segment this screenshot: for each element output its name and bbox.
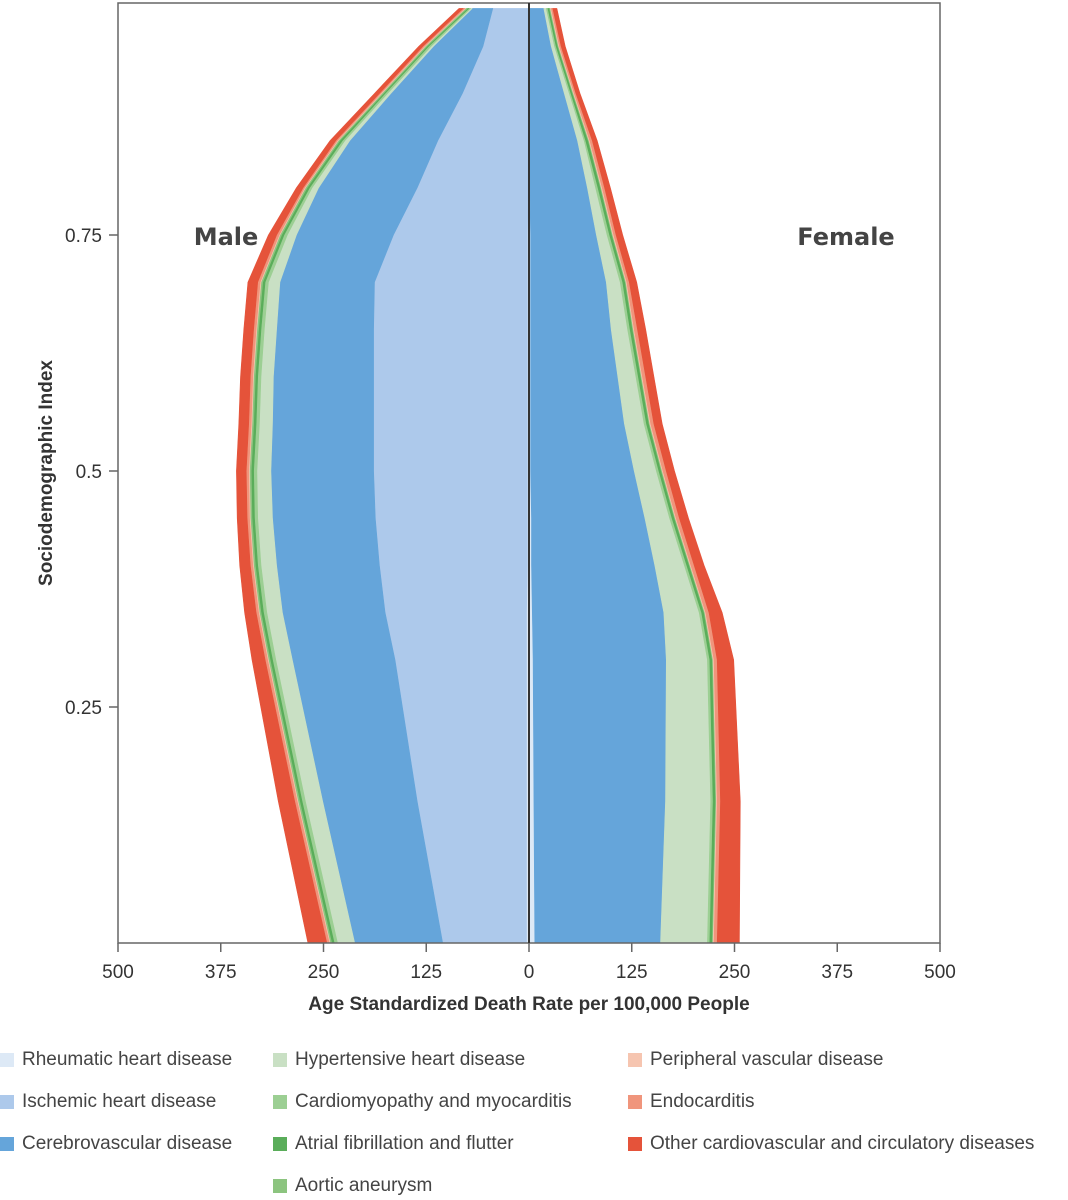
legend-swatch	[0, 1137, 14, 1151]
legend-swatch	[273, 1095, 287, 1109]
x-tick-label: 375	[205, 962, 237, 983]
legend-swatch	[628, 1095, 642, 1109]
legend-item: Rheumatic heart disease	[0, 1046, 232, 1074]
area-male-other-cardiovascular-and-circulatory-diseases	[236, 8, 464, 944]
panel-label-female: Female	[797, 223, 894, 251]
legend-label: Cardiomyopathy and myocarditis	[295, 1091, 572, 1112]
legend-swatch	[0, 1095, 14, 1109]
y-axis-title: Sociodemographic Index	[36, 360, 57, 586]
x-tick-label: 125	[410, 962, 442, 983]
legend-item: Cardiomyopathy and myocarditis	[273, 1088, 572, 1116]
legend-label: Atrial fibrillation and flutter	[295, 1133, 514, 1154]
legend-item: Atrial fibrillation and flutter	[273, 1130, 514, 1158]
x-tick-label: 250	[308, 962, 340, 983]
legend-item: Hypertensive heart disease	[273, 1046, 525, 1074]
legend-label: Ischemic heart disease	[22, 1091, 217, 1112]
x-axis-title: Age Standardized Death Rate per 100,000 …	[308, 994, 749, 1015]
legend-label: Endocarditis	[650, 1091, 755, 1112]
legend-label: Peripheral vascular disease	[650, 1049, 884, 1070]
x-tick-label: 375	[821, 962, 853, 983]
legend-swatch	[273, 1179, 287, 1193]
legend-item: Ischemic heart disease	[0, 1088, 216, 1116]
y-tick-label: 0.75	[65, 226, 102, 247]
chart-canvas: 500 375 250 125 0 125 250 375 500 0.25 0.5 0.75 Ma…	[36, 2, 956, 1015]
x-axis: 500 375 250 125 0 125 250 375 500	[102, 943, 956, 983]
y-tick-label: 0.5	[76, 462, 102, 483]
legend-item: Endocarditis	[628, 1088, 755, 1116]
legend-swatch	[0, 1053, 14, 1067]
x-tick-label: 0	[524, 962, 535, 983]
legend-item: Other cardiovascular and circulatory dis…	[628, 1130, 1034, 1158]
legend-label: Aortic aneurysm	[295, 1175, 433, 1196]
legend-item: Aortic aneurysm	[273, 1172, 432, 1200]
legend: Rheumatic heart disease Ischemic heart di…	[0, 1046, 1068, 1196]
panel-label-male: Male	[194, 223, 259, 251]
legend-label: Cerebrovascular disease	[22, 1133, 233, 1154]
y-tick-label: 0.25	[65, 698, 102, 719]
legend-swatch	[628, 1137, 642, 1151]
legend-swatch	[273, 1137, 287, 1151]
y-axis: 0.25 0.5 0.75	[65, 226, 118, 719]
legend-swatch	[273, 1053, 287, 1067]
x-tick-label: 500	[924, 962, 956, 983]
x-tick-label: 500	[102, 962, 134, 983]
legend-item: Cerebrovascular disease	[0, 1130, 232, 1158]
area-female-other-cardiovascular-and-circulatory-diseases	[552, 8, 741, 944]
legend-label: Rheumatic heart disease	[22, 1049, 233, 1070]
legend-label: Hypertensive heart disease	[295, 1049, 526, 1070]
legend-item: Peripheral vascular disease	[628, 1046, 883, 1074]
legend-swatch	[628, 1053, 642, 1067]
area-layers	[236, 8, 741, 944]
x-tick-label: 250	[719, 962, 751, 983]
legend-label: Other cardiovascular and circulatory dis…	[650, 1133, 1035, 1154]
x-tick-label: 125	[616, 962, 648, 983]
